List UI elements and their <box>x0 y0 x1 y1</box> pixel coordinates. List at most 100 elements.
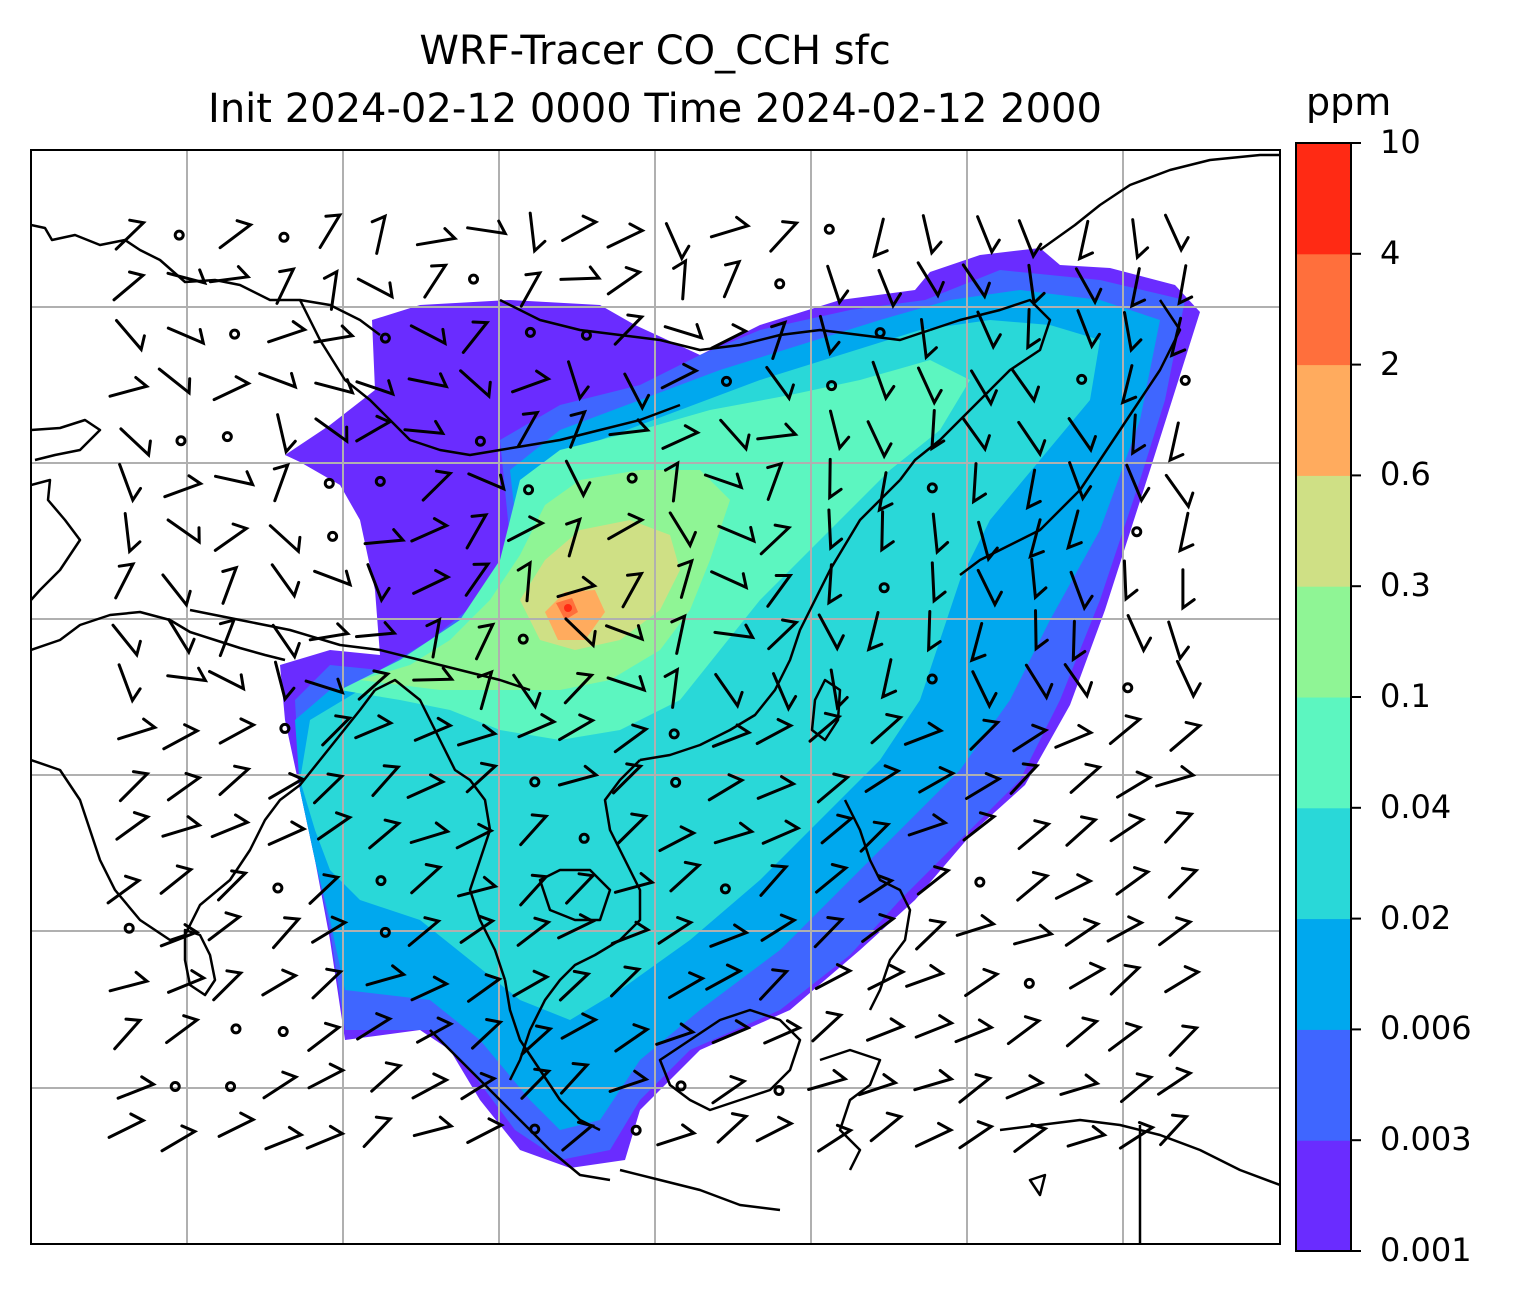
coastline-taiwan <box>810 678 842 742</box>
colorbar-segment <box>1296 586 1351 698</box>
wind-barb <box>314 378 355 395</box>
wind-barb <box>411 1072 450 1100</box>
wind-barb <box>267 320 308 344</box>
wind-barb <box>877 471 894 513</box>
wind-barb <box>1069 570 1094 612</box>
wind-barb <box>913 1069 955 1092</box>
wind-barb <box>166 666 209 683</box>
wind-barb <box>167 618 196 656</box>
wind-barb <box>1106 915 1145 943</box>
wind-barb <box>1169 316 1187 358</box>
wind-barb <box>421 469 454 502</box>
wind-barb <box>772 672 798 712</box>
wind-barb <box>475 622 496 661</box>
coastlines <box>31 153 1280 1244</box>
wind-barb <box>813 916 845 949</box>
wind-barb <box>459 369 492 400</box>
wind-barb <box>976 568 1003 608</box>
wind-barb <box>466 219 508 236</box>
calm-wind-marker <box>375 875 387 887</box>
wind-barb <box>1109 813 1146 843</box>
wind-barb <box>970 369 998 407</box>
wind-barb <box>623 372 651 412</box>
wind-barb <box>709 215 752 239</box>
colorbar-tick-label: 0.001 <box>1380 1231 1472 1269</box>
wind-barb <box>1164 213 1190 254</box>
wind-barb <box>658 825 697 853</box>
wind-barb <box>118 770 151 803</box>
wind-barb <box>1129 267 1147 309</box>
wind-barb <box>711 1075 748 1105</box>
wind-barb <box>517 410 540 448</box>
colorbar-segment <box>1296 697 1351 809</box>
coastline-sri-lanka <box>183 928 217 997</box>
calm-wind-marker <box>468 273 480 285</box>
wind-barb <box>707 773 746 802</box>
wind-barb <box>713 623 756 640</box>
wind-barb <box>258 371 298 390</box>
colorbar-segment <box>1296 807 1351 920</box>
wind-barb <box>517 713 558 739</box>
wind-barb <box>157 367 192 396</box>
wind-barb <box>318 213 343 249</box>
wind-barb <box>275 267 297 305</box>
wind-barb <box>770 320 788 360</box>
wind-barb <box>313 772 345 805</box>
wind-barb <box>519 813 550 847</box>
coastline-china-east <box>639 479 901 762</box>
wind-barb <box>167 969 207 994</box>
field-band-10 <box>564 604 572 612</box>
wind-barb <box>869 1111 904 1143</box>
wind-barb <box>564 617 597 649</box>
wind-barb <box>1025 468 1042 511</box>
border-mongolia <box>499 298 931 352</box>
calm-wind-marker <box>719 883 731 895</box>
calm-wind-marker <box>517 633 529 645</box>
wind-barb <box>1126 614 1152 654</box>
wind-barb <box>166 518 201 545</box>
wind-barb <box>1065 509 1083 551</box>
wind-barb <box>465 761 499 794</box>
wind-barb <box>322 268 339 311</box>
wind-barb <box>217 869 249 902</box>
wind-barb <box>1115 866 1152 896</box>
wind-barb <box>1059 1073 1101 1096</box>
wind-barb <box>314 417 349 445</box>
wind-barb <box>558 969 592 1002</box>
wind-barb <box>218 617 237 658</box>
wind-barb <box>880 658 898 700</box>
calm-wind-marker <box>529 776 541 788</box>
wind-barb <box>961 263 991 300</box>
coastline-bay-of-bengal <box>374 678 507 981</box>
wind-barb <box>308 622 351 642</box>
wind-barb <box>964 967 1001 997</box>
wind-barb <box>610 965 642 998</box>
wind-barb <box>608 418 651 437</box>
wind-barb <box>1006 1015 1043 1046</box>
wind-barb <box>425 616 442 659</box>
wind-barb <box>464 562 491 597</box>
wind-barb <box>1181 568 1196 611</box>
wind-barb <box>357 669 391 701</box>
wind-barb <box>903 721 945 746</box>
wind-barb <box>976 215 1001 256</box>
wind-barb <box>272 916 302 950</box>
wind-barb <box>217 1111 257 1138</box>
calm-wind-marker <box>173 229 185 241</box>
wind-barb <box>365 964 407 987</box>
wind-barb <box>1069 961 1107 990</box>
wind-barb <box>1108 1021 1144 1052</box>
calm-wind-marker <box>1179 374 1191 386</box>
wind-barb <box>407 916 442 947</box>
colorbar <box>1295 142 1361 1252</box>
wind-barb <box>765 366 795 402</box>
wind-barb <box>807 1068 849 1091</box>
wind-barb <box>455 822 495 850</box>
coastline-korea-china <box>899 298 1052 481</box>
wind-barb <box>116 1075 157 1100</box>
wind-barb <box>656 1123 698 1147</box>
colorbar-tick-label: 0.6 <box>1380 455 1431 494</box>
coastline-middle-east <box>31 223 381 336</box>
wind-barb <box>1120 1072 1155 1103</box>
colorbar-tick-label: 0.3 <box>1380 566 1431 605</box>
